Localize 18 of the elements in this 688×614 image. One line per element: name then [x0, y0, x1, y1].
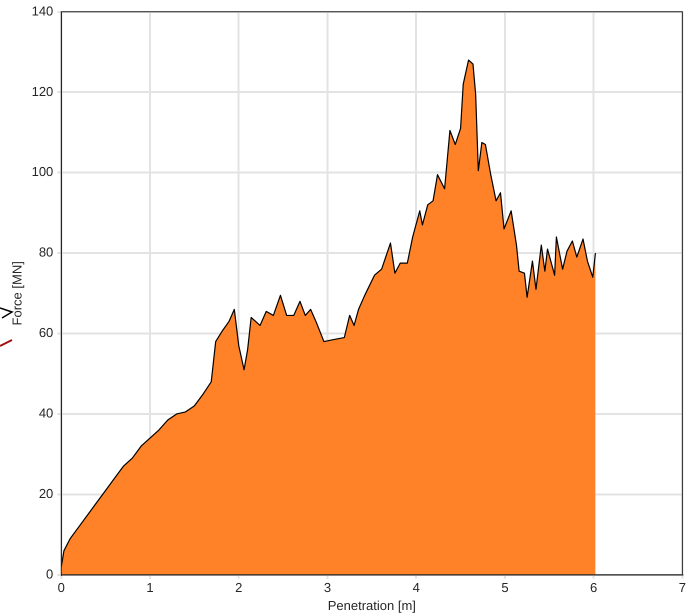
y-tick-label: 120	[32, 84, 54, 99]
y-tick-label: 40	[38, 406, 54, 421]
y-tick-label: 0	[46, 566, 54, 582]
x-tick-label: 1	[146, 580, 154, 596]
x-tick-label: 0	[58, 580, 65, 596]
y-tick-label: 140	[32, 3, 54, 18]
x-tick-label: 5	[501, 580, 509, 596]
x-tick-label: 7	[678, 580, 686, 596]
x-tick-label: 2	[235, 580, 242, 596]
x-tick-label: 4	[412, 580, 420, 596]
y-tick-label: 60	[38, 325, 54, 340]
x-tick-label: 3	[324, 580, 332, 596]
x-axis-title: Penetration [m]	[328, 598, 416, 613]
y-tick-label: 20	[38, 486, 54, 501]
y-tick-label: 80	[38, 244, 54, 260]
y-tick-label: 100	[32, 164, 54, 180]
y-axis-title: Force [MN]	[9, 261, 24, 326]
x-tick-label: 6	[590, 580, 598, 596]
